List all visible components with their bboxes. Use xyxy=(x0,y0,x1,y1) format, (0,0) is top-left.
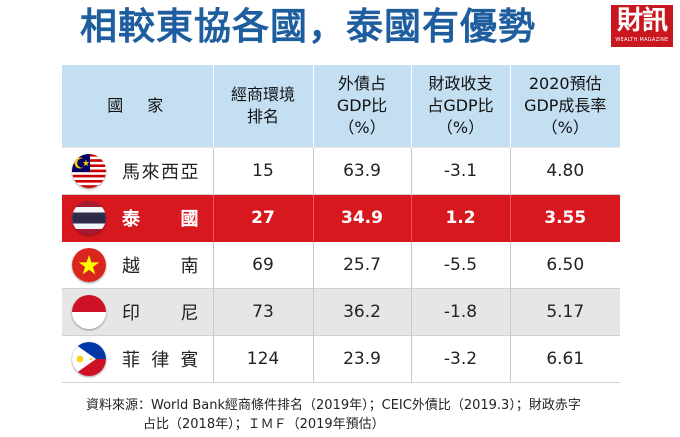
country-name: 印尼 xyxy=(122,303,199,324)
growth-cell: 5.17 xyxy=(509,288,620,336)
header-external-debt: 外債占 GDP比 （%） xyxy=(312,65,411,148)
philippines-flag-icon xyxy=(72,342,106,376)
growth-cell: 6.50 xyxy=(509,241,620,289)
growth-cell: 6.61 xyxy=(509,335,620,383)
comparison-table: 國 家 經商環境 排名 外債占 GDP比 （%） 財政收支 占GDP比 （%） 2020預… xyxy=(62,65,620,383)
source-line-2: 占比（2018年）；ＩＭＦ（2019年預估） xyxy=(143,417,385,432)
fiscal-cell: 1.2 xyxy=(410,194,510,242)
country-name: 泰國 xyxy=(122,209,199,230)
header-fiscal-balance: 財政收支 占GDP比 （%） xyxy=(410,65,510,148)
table-row-thailand: 泰國 27 34.9 1.2 3.55 xyxy=(62,194,620,242)
country-cell: 馬來西亞 xyxy=(62,147,213,195)
table-row-vietnam: 越南 69 25.7 -5.5 6.50 xyxy=(62,241,620,289)
fiscal-cell: -3.2 xyxy=(410,335,510,383)
rank-cell: 15 xyxy=(212,147,313,195)
debt-cell: 34.9 xyxy=(312,194,411,242)
source-line-1: 資料來源：World Bank經商條件排名（2019年）；CEIC外債比（201… xyxy=(86,398,581,413)
debt-cell: 63.9 xyxy=(312,147,411,195)
logo-text: 財訊 xyxy=(616,6,668,36)
debt-cell: 23.9 xyxy=(312,335,411,383)
vietnam-flag-icon xyxy=(72,248,106,282)
rank-cell: 69 xyxy=(212,241,313,289)
country-cell: 泰國 xyxy=(62,194,213,242)
table-row-philippines: 菲律賓 124 23.9 -3.2 6.61 xyxy=(62,335,620,383)
country-name: 菲律賓 xyxy=(122,350,199,371)
growth-cell: 3.55 xyxy=(509,194,620,242)
malaysia-flag-icon xyxy=(72,154,106,188)
indonesia-flag-icon xyxy=(72,295,106,329)
table-row-malaysia: 馬來西亞 15 63.9 -3.1 4.80 xyxy=(62,147,620,195)
growth-cell: 4.80 xyxy=(509,147,620,195)
country-cell: 越南 xyxy=(62,241,213,289)
debt-cell: 36.2 xyxy=(312,288,411,336)
country-name: 馬來西亞 xyxy=(122,162,199,183)
header-gdp-growth: 2020預估 GDP成長率 （%） xyxy=(509,65,620,148)
magazine-logo: 財訊 WEALTH MAGAZINE xyxy=(611,5,673,47)
thailand-flag-icon xyxy=(72,201,106,235)
page-title: 相較東協各國，泰國有優勢 xyxy=(80,5,536,48)
country-cell: 印尼 xyxy=(62,288,213,336)
country-name: 越南 xyxy=(122,256,199,277)
rank-cell: 124 xyxy=(212,335,313,383)
fiscal-cell: -3.1 xyxy=(410,147,510,195)
source-note: 資料來源：World Bank經商條件排名（2019年）；CEIC外債比（201… xyxy=(86,396,656,434)
logo-subtext: WEALTH MAGAZINE xyxy=(615,37,669,43)
table-row-indonesia: 印尼 73 36.2 -1.8 5.17 xyxy=(62,288,620,336)
rank-cell: 73 xyxy=(212,288,313,336)
header-country: 國 家 xyxy=(62,65,213,148)
fiscal-cell: -5.5 xyxy=(410,241,510,289)
rank-cell: 27 xyxy=(212,194,313,242)
header-business-rank: 經商環境 排名 xyxy=(212,65,313,148)
header-row: 國 家 經商環境 排名 外債占 GDP比 （%） 財政收支 占GDP比 （%） 2020預… xyxy=(62,65,620,148)
fiscal-cell: -1.8 xyxy=(410,288,510,336)
debt-cell: 25.7 xyxy=(312,241,411,289)
country-cell: 菲律賓 xyxy=(62,335,213,383)
